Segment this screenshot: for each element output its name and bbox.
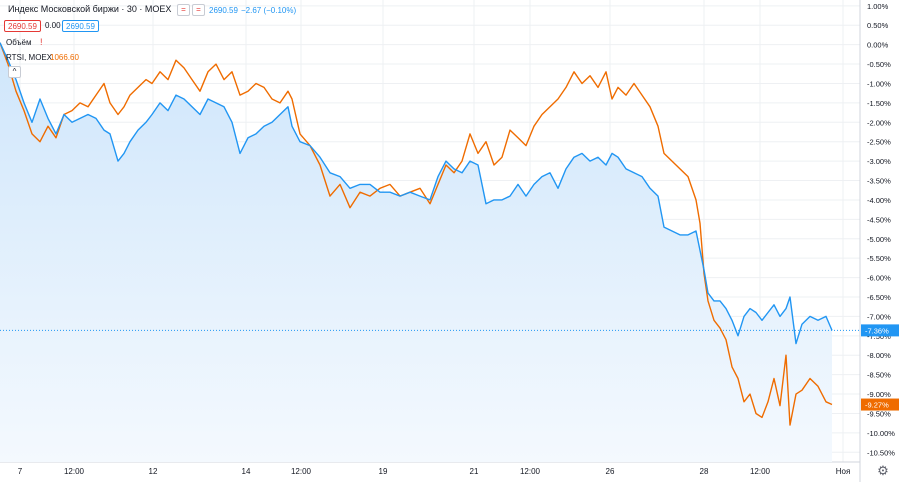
y-tick-label: 0.00% — [867, 41, 889, 50]
x-tick-label: 26 — [606, 467, 615, 476]
y-tick-label: -10.00% — [867, 429, 895, 438]
y-tick-label: -4.00% — [867, 196, 891, 205]
last-value: 2690.59 — [209, 6, 238, 15]
y-tick-label: -4.50% — [867, 215, 891, 224]
y-tick-label: -5.50% — [867, 254, 891, 263]
warning-icon[interactable]: ! — [40, 37, 43, 47]
buy-button[interactable]: 2690.59 — [62, 20, 99, 32]
rtsi-series-line — [0, 42, 833, 426]
rtsi-last-label-bg — [861, 398, 899, 411]
sync-icon: = — [196, 5, 201, 14]
y-tick-label: -7.00% — [867, 312, 891, 321]
x-tick-label: 12 — [149, 467, 158, 476]
chevron-up-icon: ^ — [12, 67, 17, 76]
x-tick-label: 12:00 — [750, 467, 771, 476]
y-tick-label: -1.50% — [867, 99, 891, 108]
y-tick-label: -3.00% — [867, 157, 891, 166]
y-tick-label: -6.00% — [867, 274, 891, 283]
flag-icon: = — [181, 5, 186, 14]
volume-legend[interactable]: Объём — [6, 38, 32, 47]
symbol-title[interactable]: Индекс Московской биржи · 30 · MOEX — [8, 4, 172, 14]
flag-button[interactable]: = — [177, 4, 190, 16]
moex-last-label: -7.36% — [865, 326, 889, 335]
y-tick-label: -8.00% — [867, 351, 891, 360]
y-tick-label: 1.00% — [867, 2, 889, 11]
sync-button[interactable]: = — [192, 4, 205, 16]
x-tick-label: 12:00 — [520, 467, 541, 476]
x-tick-label: 21 — [470, 467, 479, 476]
x-tick-label: 7 — [18, 467, 23, 476]
y-tick-label: -9.50% — [867, 409, 891, 418]
y-tick-label: -5.00% — [867, 235, 891, 244]
collapse-button[interactable]: ^ — [8, 66, 21, 78]
moex-area — [0, 42, 832, 462]
moex-last-label-bg — [861, 324, 899, 337]
rtsi-last-label: -9.27% — [865, 401, 889, 410]
x-tick-label: 12:00 — [291, 467, 312, 476]
sell-button[interactable]: 2690.59 — [4, 20, 41, 32]
y-tick-label: -3.50% — [867, 177, 891, 186]
x-tick-label: Ноя — [836, 467, 851, 476]
moex-series-line — [0, 42, 833, 345]
spread-value: 0.00 — [45, 21, 61, 30]
x-tick-label: 14 — [242, 467, 251, 476]
y-tick-label: -10.50% — [867, 448, 895, 457]
gear-icon[interactable]: ⚙ — [877, 463, 889, 478]
y-tick-label: -0.50% — [867, 60, 891, 69]
y-tick-label: -1.00% — [867, 79, 891, 88]
y-tick-label: -2.50% — [867, 138, 891, 147]
compare-legend[interactable]: RTSI, MOEX — [6, 53, 53, 62]
y-tick-label: -9.00% — [867, 390, 891, 399]
y-tick-label: 0.50% — [867, 21, 889, 30]
y-tick-label: -8.50% — [867, 371, 891, 380]
compare-value: 1066.60 — [50, 53, 79, 62]
y-tick-label: -2.00% — [867, 118, 891, 127]
change-value: −2.67 (−0.10%) — [241, 6, 297, 15]
y-tick-label: -6.50% — [867, 293, 891, 302]
x-tick-label: 12:00 — [64, 467, 85, 476]
x-tick-label: 19 — [379, 467, 388, 476]
x-tick-label: 28 — [700, 467, 709, 476]
